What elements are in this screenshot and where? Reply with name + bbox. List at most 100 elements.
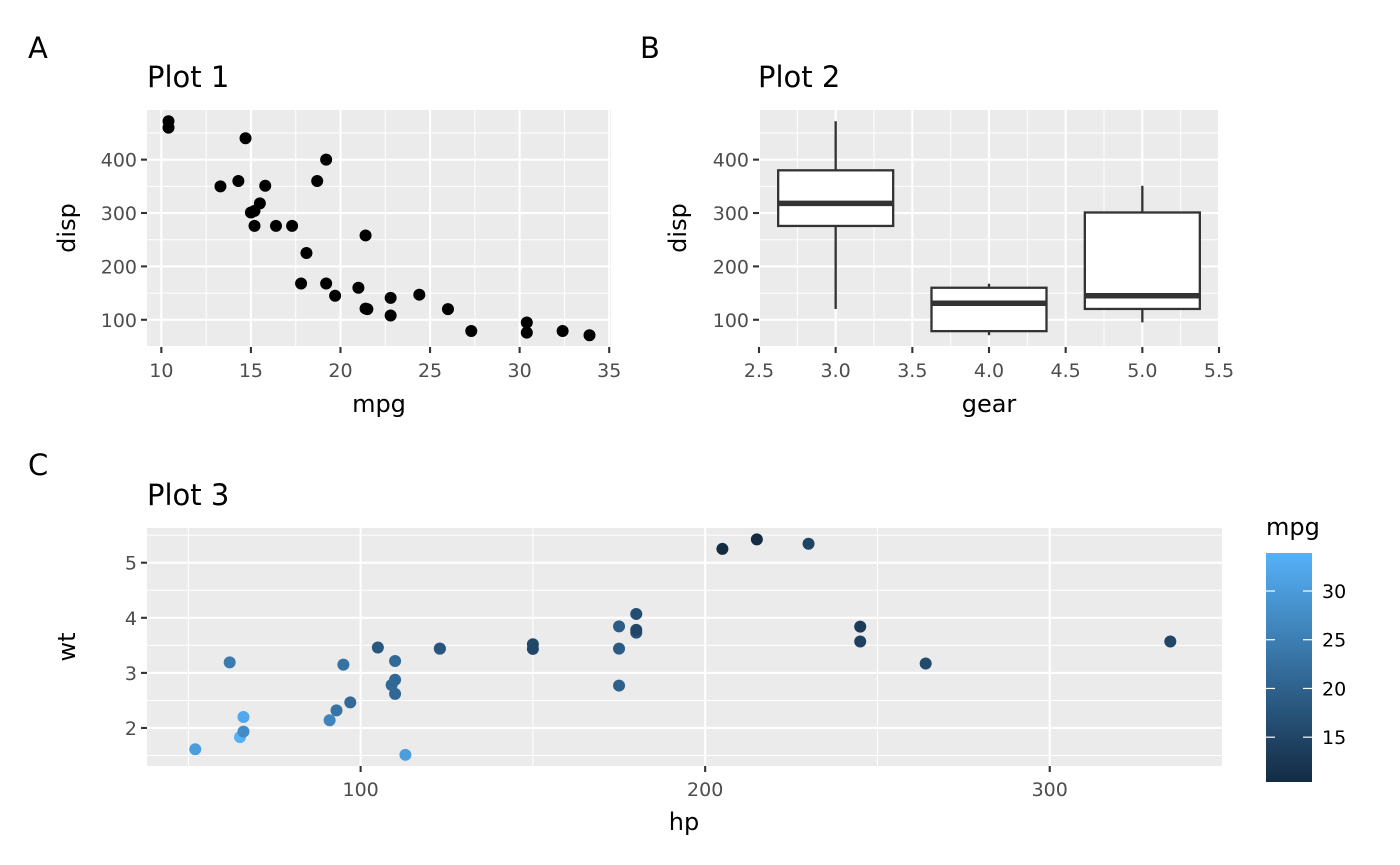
plot-3-points	[189, 533, 1177, 761]
mpg-legend: mpg 15 20 25 30	[1266, 513, 1346, 782]
plot-1-y-tick-label: 400	[101, 150, 137, 172]
plot-3-y-tick-label: 4	[125, 608, 137, 630]
plot-3-y-label: wt	[53, 632, 81, 661]
plot-1-point	[311, 174, 324, 187]
plot-3-point	[613, 642, 626, 655]
plot-1-x-tick-label: 30	[508, 360, 532, 382]
plot-1-point	[352, 281, 365, 294]
plot-1-x-axis: 10 15 20 25 30 35	[149, 347, 621, 382]
plot-3-y-tick-label: 2	[125, 718, 137, 740]
plot-3-point	[526, 642, 539, 655]
plot-2-x-label: gear	[962, 390, 1017, 418]
plot-2-box-body	[1083, 211, 1201, 311]
plot-2-title: Plot 2	[758, 60, 840, 94]
plot-2-x-tick-label: 5.0	[1127, 360, 1157, 382]
plot-2-x-tick-label: 3.5	[897, 360, 927, 382]
plot-1-minor-grid	[147, 110, 611, 347]
plot-3-x-label: hp	[669, 808, 699, 836]
plot-3-minor-grid	[147, 528, 1222, 766]
plot-3-point	[385, 679, 398, 692]
plot-3-point	[223, 656, 236, 669]
plot-1-x-tick-label: 15	[239, 360, 263, 382]
plot-2-box-gear-5	[1083, 185, 1201, 323]
plot-1-point	[295, 277, 308, 290]
plot-2-x-tick-label: 3.0	[821, 360, 851, 382]
plot-3-point	[1164, 635, 1177, 648]
plot-1-point	[300, 247, 313, 260]
plot-2-y-axis: 100 200 300 400	[713, 150, 759, 332]
plot-3-panel: 100 200 300 2 3 4 5	[125, 528, 1222, 801]
plot-3-point	[854, 635, 867, 648]
plot-3-x-axis: 100 200 300	[342, 766, 1068, 801]
plot-1-x-tick-label: 20	[328, 360, 352, 382]
plot-3-y-tick-label: 3	[125, 663, 137, 685]
plot-3-point	[630, 623, 643, 636]
plot-3-point	[237, 725, 250, 738]
plot-3-x-tick-label: 100	[342, 779, 378, 801]
plot-1-point	[248, 219, 261, 232]
tag-c: C	[28, 448, 48, 482]
plot-3-point	[433, 642, 446, 655]
plot-1-background	[147, 110, 611, 347]
plot-1-point	[232, 174, 245, 187]
plot-1-point	[269, 219, 282, 232]
tag-a: A	[28, 31, 48, 65]
plot-1-point	[583, 329, 596, 342]
plot-1-major-grid	[147, 110, 611, 347]
plot-1-panel: 10 15 20 25 30 35 100 200 300 400	[101, 110, 621, 382]
plot-1-point	[520, 316, 533, 329]
plot-3-point	[802, 537, 815, 550]
plot-1-title: Plot 1	[147, 60, 229, 94]
plot-2-box-body	[930, 286, 1048, 333]
plot-2-y-tick-label: 400	[713, 150, 749, 172]
plot-2-x-tick-label: 4.0	[974, 360, 1004, 382]
plot-1-point	[320, 153, 333, 166]
plot-1-points	[162, 115, 596, 342]
plot-1-point	[384, 309, 397, 322]
plot-3-point	[716, 542, 729, 555]
plot-1-point	[384, 291, 397, 304]
plot-1-point	[361, 303, 374, 316]
plot-2-y-tick-label: 300	[713, 203, 749, 225]
plot-3-point	[371, 641, 384, 654]
plot-3-point	[237, 710, 250, 723]
plot-2-y-tick-label: 100	[713, 310, 749, 332]
plot-1-y-tick-label: 100	[101, 310, 137, 332]
plot-3-background	[147, 528, 1222, 766]
plot-3-title: Plot 3	[147, 478, 229, 512]
plot-3-point	[919, 657, 932, 670]
plot-1-point	[239, 132, 252, 145]
plot-1-point	[441, 303, 454, 316]
plot-1-x-label: mpg	[352, 390, 406, 418]
plot-1-y-axis: 100 200 300 400	[101, 150, 147, 332]
plot-1-y-tick-label: 300	[101, 203, 137, 225]
plot-3-x-tick-label: 300	[1032, 779, 1068, 801]
plot-3-point	[630, 607, 643, 620]
plot-3-point	[189, 743, 202, 756]
plot-1-y-tick-label: 200	[101, 256, 137, 278]
plot-3-point	[323, 714, 336, 727]
plot-2-y-tick-label: 200	[713, 256, 749, 278]
plot-3-point	[399, 748, 412, 761]
plot-3-point	[750, 533, 763, 546]
plot-1-point	[162, 121, 175, 134]
legend-title: mpg	[1266, 513, 1320, 541]
plot-1-point	[556, 324, 569, 337]
plot-2-box-body	[777, 169, 895, 228]
plot-2-x-axis: 2.5 3.0 3.5 4.0 4.5 5.0 5.5	[744, 347, 1234, 382]
plot-2-boxes	[777, 121, 1201, 336]
plot-2-y-label: disp	[664, 203, 692, 253]
plot-1-point	[413, 288, 426, 301]
plot-3-major-grid	[147, 528, 1222, 766]
plot-2-x-tick-label: 2.5	[744, 360, 774, 382]
plot-3-point	[613, 620, 626, 633]
plot-3-point	[389, 655, 402, 668]
legend-label: 15	[1322, 727, 1346, 749]
plot-1-x-tick-label: 25	[418, 360, 442, 382]
plot-1-y-label: disp	[53, 203, 81, 253]
legend-label: 30	[1322, 581, 1346, 603]
plot-1-x-tick-label: 10	[149, 360, 173, 382]
plot-3-point	[330, 704, 343, 717]
plot-2-x-tick-label: 4.5	[1051, 360, 1081, 382]
